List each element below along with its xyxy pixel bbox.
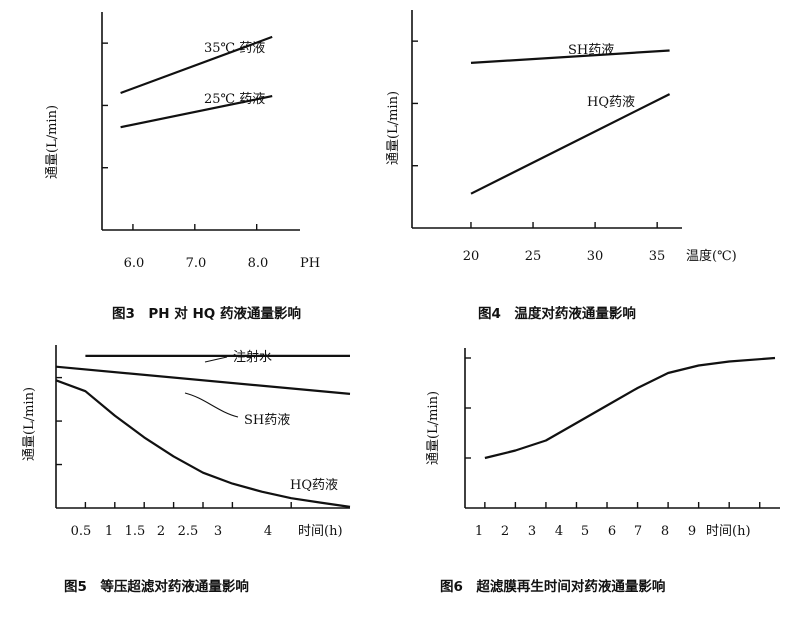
chart3-tick-label: 6.0 xyxy=(124,256,145,271)
chart3-series-line-2 xyxy=(120,95,273,129)
chart6-tick-label: 7 xyxy=(634,524,642,539)
chart3-ylabel: 通量(L/min) xyxy=(45,105,60,179)
chart3-series-line-1 xyxy=(120,35,273,95)
chart6-tick-label: 1 xyxy=(475,524,483,539)
chart3-caption: 图3 PH 对 HQ 药液通量影响 xyxy=(112,305,301,322)
chart4-caption: 图4 温度对药液通量影响 xyxy=(478,305,636,322)
chart4-series-line-1 xyxy=(470,49,670,64)
chart6-tick-label: 9 xyxy=(688,524,696,539)
chart6-series-line-1 xyxy=(484,356,776,460)
chart4-series-label: HQ药液 xyxy=(587,95,635,110)
chart5-ylabel: 通量(L/min) xyxy=(22,387,37,461)
chart5-series-line-3 xyxy=(55,379,351,508)
chart5-tick-label: 2 xyxy=(157,524,165,539)
chart5-tick-label: 1 xyxy=(105,524,113,539)
chart6-tick-label: 5 xyxy=(581,524,589,539)
chart5-series-line-2 xyxy=(55,365,351,395)
chart5-tick-label: 1.5 xyxy=(125,524,146,539)
chart6-ylabel: 通量(L/min) xyxy=(426,391,441,465)
chart6-tick-label: 8 xyxy=(661,524,669,539)
chart-marks xyxy=(55,35,776,508)
chart6-tick-label: 3 xyxy=(528,524,536,539)
chart6-tick-label: 4 xyxy=(555,524,563,539)
chart4-tick-label: 35 xyxy=(649,249,666,264)
chart6-xlabel: 时间(h) xyxy=(706,524,751,539)
chart5-series-label: HQ药液 xyxy=(290,478,338,493)
chart5-tick-label: 4 xyxy=(264,524,272,539)
chart-4: 通量(L/min) 温度(℃) 20 25 30 35 SH药液 HQ药液 图4… xyxy=(386,10,737,322)
chart5-tick-label: 0.5 xyxy=(71,524,92,539)
chart4-xlabel: 温度(℃) xyxy=(686,248,737,264)
chart3-series-label: 25℃ 药液 xyxy=(204,92,265,107)
chart5-caption: 图5 等压超滤对药液通量影响 xyxy=(64,578,249,595)
chart4-tick-label: 30 xyxy=(587,249,604,264)
chart4-series-line-2 xyxy=(470,93,671,195)
chart5-leader-sh xyxy=(184,392,239,418)
chart5-tick-label: 2.5 xyxy=(178,524,199,539)
chart4-ylabel: 通量(L/min) xyxy=(386,91,401,165)
chart5-series-label: SH药液 xyxy=(244,413,290,428)
chart3-tick-label: 7.0 xyxy=(186,256,207,271)
chart5-xlabel: 时间(h) xyxy=(298,524,343,539)
chart5-leader-water xyxy=(204,356,228,363)
chart3-tick-label: 8.0 xyxy=(248,256,269,271)
chart3-xlabel: PH xyxy=(300,256,320,271)
chart6-caption: 图6 超滤膜再生时间对药液通量影响 xyxy=(440,578,665,595)
chart4-tick-label: 20 xyxy=(463,249,480,264)
chart5-tick-label: 3 xyxy=(214,524,222,539)
chart-3: 通量(L/min) PH 6.0 7.0 8.0 35℃ 药液 25℃ 药液 图… xyxy=(45,12,320,322)
chart4-tick-label: 25 xyxy=(525,249,542,264)
chart6-tick-label: 2 xyxy=(501,524,509,539)
chart6-tick-label: 6 xyxy=(608,524,616,539)
chart-6: 通量(L/min) 时间(h) 1 2 3 4 5 6 7 8 9 图6 超滤膜… xyxy=(426,348,780,595)
chart-5: 通量(L/min) 时间(h) 0.5 1 1.5 2 2.5 3 4 注射水 … xyxy=(22,345,350,595)
